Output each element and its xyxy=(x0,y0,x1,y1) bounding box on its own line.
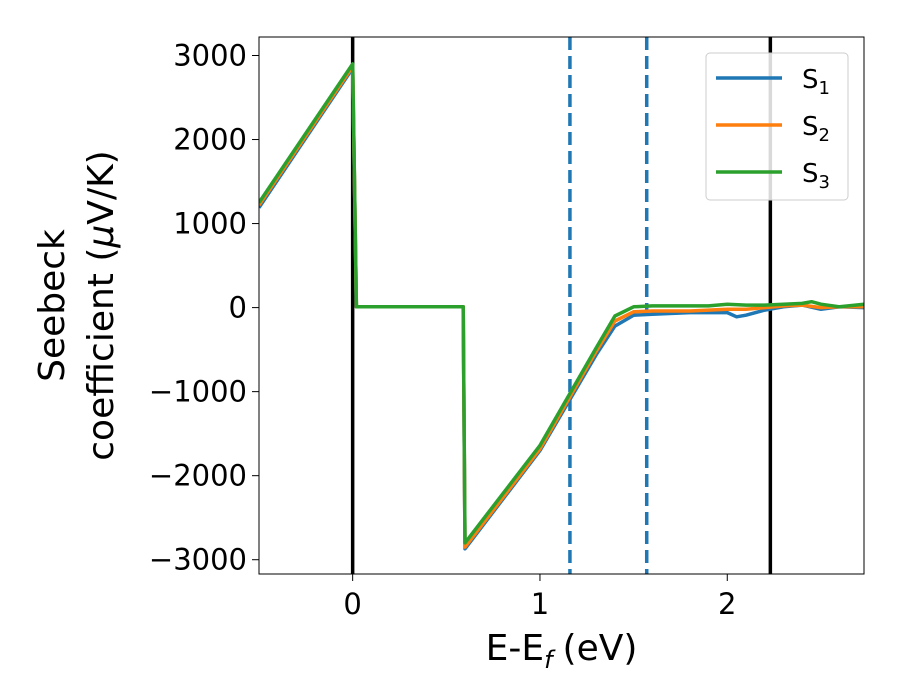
x-tick-label: 2 xyxy=(718,587,736,621)
y-axis-label-line2: coefficient (μV/K) xyxy=(81,150,122,460)
y-tick-label: −2000 xyxy=(149,459,247,493)
axis-ticks: 0 1 2 3000 2000 1000 0 −1000 −2000 −3000 xyxy=(149,38,737,621)
y-tick-label: −3000 xyxy=(149,543,247,577)
y-tick-label: 1000 xyxy=(173,207,247,241)
legend: S1 S2 S3 xyxy=(705,52,849,201)
legend-label-s3: S3 xyxy=(802,159,830,193)
x-tick-label: 0 xyxy=(343,587,361,621)
series-line-s3 xyxy=(259,62,864,545)
x-tick-label: 1 xyxy=(531,587,549,621)
y-tick-label: −1000 xyxy=(149,375,247,409)
legend-label-s1: S1 xyxy=(802,65,830,99)
y-tick-label: 2000 xyxy=(173,123,247,157)
y-axis-label-line1: Seebeck xyxy=(32,229,73,382)
y-tick-label: 3000 xyxy=(173,38,247,72)
legend-label-s2: S2 xyxy=(802,112,830,146)
axes-frame xyxy=(258,36,865,575)
x-axis-label: E-Ef (eV) xyxy=(486,628,638,674)
y-axis-label: Seebeck coefficient (μV/K) xyxy=(32,150,122,460)
y-tick-label: 0 xyxy=(229,291,247,325)
